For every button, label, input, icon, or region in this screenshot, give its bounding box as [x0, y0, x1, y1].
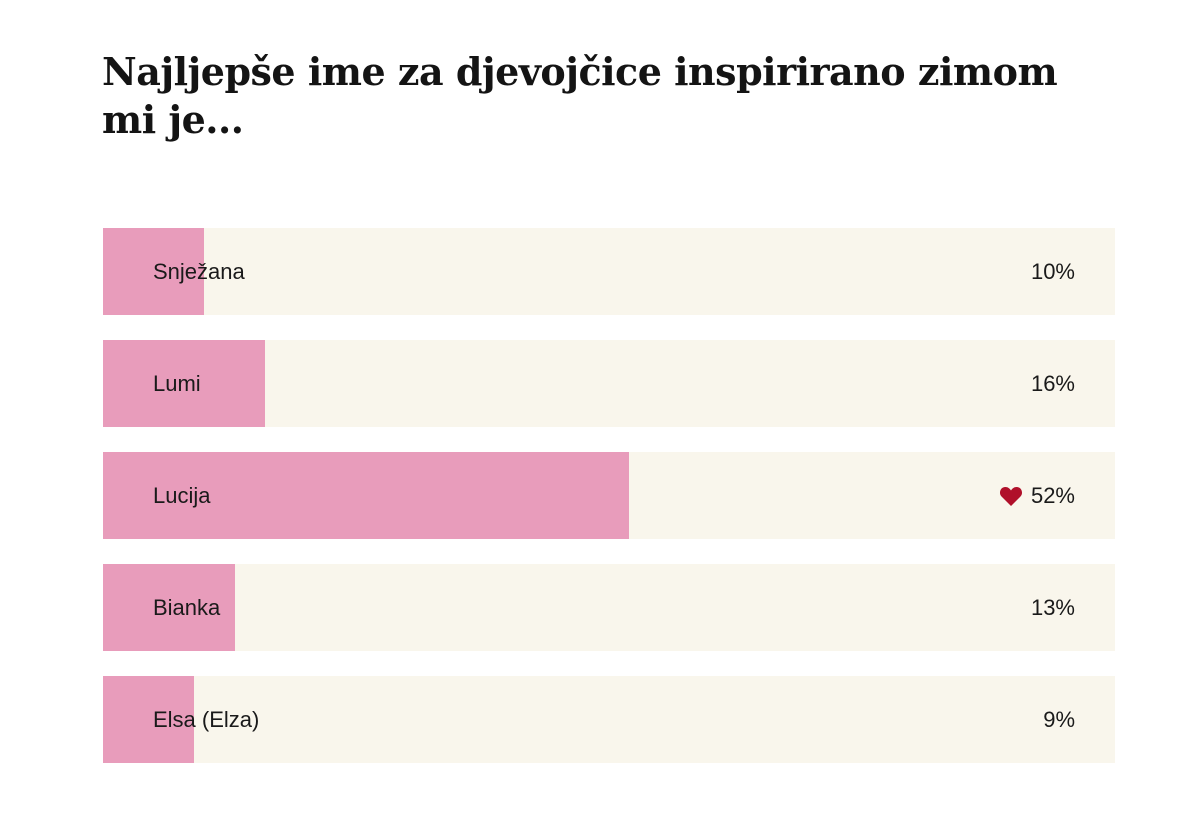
heart-icon	[999, 486, 1022, 506]
option-label: Snježana	[153, 259, 245, 284]
poll-option[interactable]: Bianka 13%	[103, 564, 1115, 651]
option-label: Lucija	[153, 483, 211, 508]
option-label: Lumi	[153, 371, 201, 396]
result-bar	[103, 340, 265, 427]
result-bar	[103, 676, 195, 763]
poll-option[interactable]: Elsa (Elza) 9%	[103, 676, 1115, 763]
poll-option[interactable]: Snježana 10%	[103, 228, 1115, 315]
option-percent: 9%	[1043, 707, 1075, 732]
option-label: Bianka	[153, 595, 221, 620]
option-percent: 16%	[1030, 371, 1075, 396]
option-label: Elsa (Elza)	[153, 707, 260, 732]
poll-question: Najljepše ime za djevojčice inspirirano …	[102, 49, 1058, 142]
result-bar	[103, 564, 235, 651]
poll-option[interactable]: Lucija 52%	[103, 452, 1115, 539]
option-percent: 52%	[1030, 483, 1075, 508]
poll-option[interactable]: Lumi 16%	[103, 340, 1115, 427]
result-bar	[103, 228, 205, 315]
poll-options: Snježana 10% Lumi 16% Lucija 52% Bianka …	[103, 228, 1115, 788]
result-bar	[103, 452, 630, 539]
option-percent: 10%	[1030, 259, 1075, 284]
option-percent: 13%	[1030, 595, 1075, 620]
